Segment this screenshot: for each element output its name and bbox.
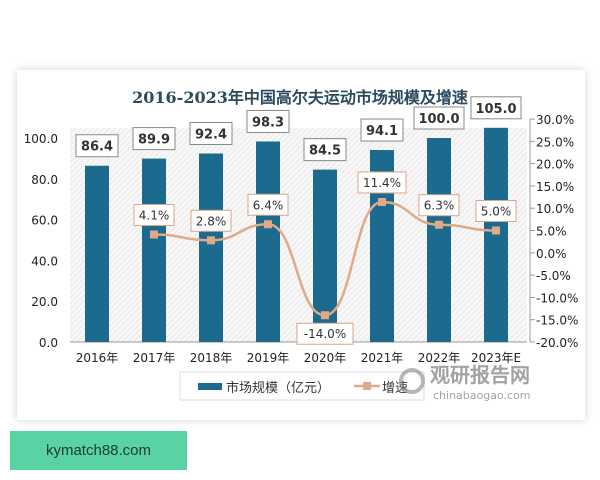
watermark-name: 观研报告网 (430, 363, 530, 387)
bar-label-box (189, 122, 233, 146)
right-tick-label: 10.0% (536, 202, 574, 216)
watermark: 观研报告网 chinabaogao.com (399, 363, 531, 402)
growth-marker (150, 230, 158, 239)
right-tick-label: 5.0% (536, 225, 567, 239)
growth-marker (492, 226, 500, 235)
bar (85, 165, 109, 342)
watermark-logo-icon (399, 368, 425, 394)
x-tick-label: 2023年E (471, 351, 521, 365)
growth-data-label: -14.0% (304, 327, 346, 341)
left-tick-label: 100.0 (24, 132, 58, 146)
left-tick-label: 60.0 (31, 214, 58, 228)
bar-label-box (246, 109, 290, 133)
growth-marker (378, 197, 386, 206)
x-tick-label: 2016年 (76, 351, 119, 365)
legend-bar-swatch (198, 383, 222, 390)
bar-label-box (470, 96, 522, 120)
growth-label-box (247, 193, 289, 216)
growth-data-label: 6.4% (253, 198, 284, 212)
left-tick-label: 80.0 (31, 173, 58, 187)
right-tick-label: 0.0% (536, 247, 567, 261)
right-tick-label: 20.0% (536, 158, 574, 172)
bar-data-label: 86.4 (81, 140, 113, 155)
bar-label-box (303, 138, 347, 162)
right-tick-label: -20.0% (536, 336, 578, 350)
legend: 市场规模（亿元） 增速 (179, 371, 425, 401)
growth-marker (264, 220, 272, 229)
x-tick-label: 2017年 (133, 351, 176, 365)
right-tick-label: -5.0% (536, 269, 571, 283)
bar-label-box (75, 134, 119, 158)
chart-title: 2016-2023年中国高尔夫运动市场规模及增速 (132, 88, 468, 107)
x-tick-label: 2021年 (361, 351, 404, 365)
growth-data-label: 4.1% (139, 209, 170, 223)
x-tick-label: 2020年 (304, 351, 347, 365)
bar-data-label: 89.9 (138, 133, 170, 148)
growth-marker (321, 311, 329, 320)
growth-data-label: 6.3% (424, 199, 455, 213)
growth-data-label: 5.0% (481, 205, 512, 219)
bar-data-label: 84.5 (309, 144, 341, 159)
plot-area (70, 128, 527, 342)
growth-label-box (296, 322, 354, 345)
right-tick-label: -10.0% (536, 291, 578, 305)
right-tick-label: 15.0% (536, 180, 574, 194)
bar (256, 141, 280, 342)
bar (484, 127, 508, 342)
legend-bar-label: 市场规模（亿元） (226, 380, 330, 396)
growth-label-box (418, 194, 460, 217)
bar (199, 153, 223, 342)
bar (142, 158, 166, 342)
x-tick-label: 2022年 (418, 351, 461, 365)
bar-data-label: 105.0 (475, 102, 516, 117)
growth-data-label: 2.8% (196, 214, 227, 228)
growth-label-box (133, 204, 175, 227)
bar-label-box (132, 127, 176, 151)
right-tick-label: 25.0% (536, 135, 574, 149)
bar-data-label: 92.4 (195, 128, 227, 143)
growth-marker (207, 236, 215, 245)
watermark-url: chinabaogao.com (433, 389, 531, 402)
left-tick-label: 0.0 (39, 336, 58, 350)
legend-line-marker (363, 382, 371, 390)
site-badge[interactable]: kymatch88.com (10, 431, 187, 470)
bar-data-label: 100.0 (418, 112, 459, 127)
bar (427, 138, 451, 342)
left-tick-label: 40.0 (31, 254, 58, 268)
growth-label-box (357, 171, 407, 194)
x-tick-label: 2019年 (247, 351, 290, 365)
bar-data-label: 94.1 (366, 124, 398, 139)
bar-label-box (360, 118, 404, 142)
bar-label-box (413, 106, 465, 130)
right-tick-label: 30.0% (536, 113, 574, 127)
growth-label-box (190, 209, 232, 232)
growth-marker (435, 220, 443, 229)
x-tick-label: 2018年 (190, 351, 233, 365)
growth-label-box (475, 200, 517, 222)
right-tick-label: -15.0% (536, 314, 578, 328)
left-tick-label: 20.0 (31, 295, 58, 309)
bar-data-label: 98.3 (252, 115, 284, 130)
growth-data-label: 11.4% (363, 176, 401, 190)
